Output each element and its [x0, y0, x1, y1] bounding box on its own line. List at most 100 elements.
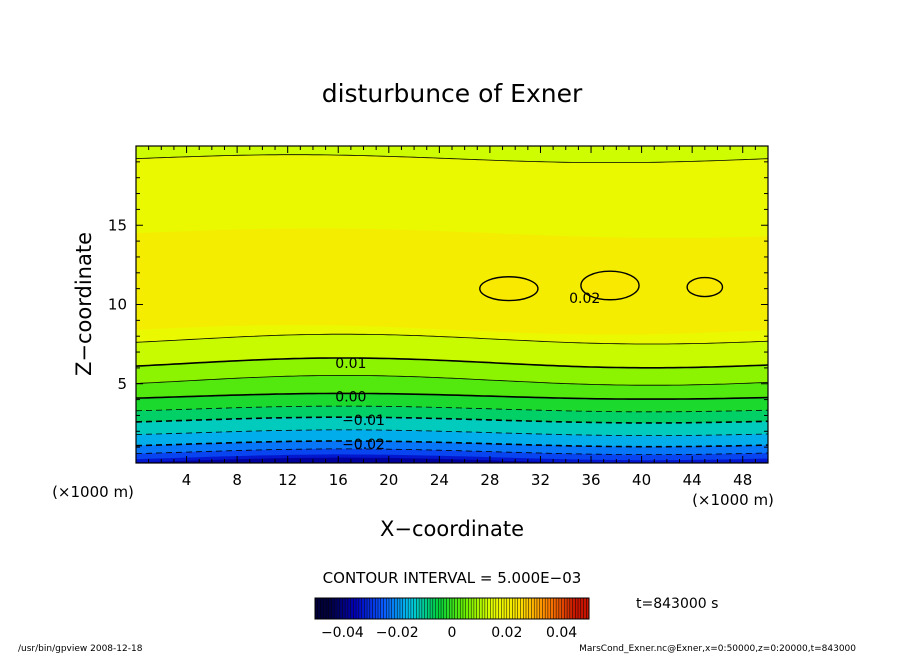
colorbar-swatch [583, 598, 587, 619]
contour-label-0: 0.02 [569, 291, 600, 307]
colorbar-swatch [504, 598, 507, 619]
colorbar-swatch [558, 598, 562, 619]
colorbar-swatch [468, 598, 472, 619]
colorbar-swatch [391, 598, 395, 619]
colorbar-swatch [471, 598, 474, 619]
colorbar-swatch [495, 598, 499, 619]
x-axis-ticks: 4 8 12 16 20 24 28 32 36 40 44 48 [148, 146, 756, 489]
colorbar-swatch [476, 598, 480, 619]
chart-title: disturbunce of Exner [322, 79, 583, 108]
colorbar-swatch [328, 598, 332, 619]
colorbar-swatch [479, 598, 483, 619]
colorbar-tick-label: −0.04 [321, 625, 364, 641]
x-tick-label: 8 [232, 471, 242, 489]
colorbar-swatch [364, 598, 368, 619]
colorbar-swatch [410, 598, 414, 619]
contour-line-0.015 [136, 333, 768, 345]
colorbar-swatch [443, 598, 447, 619]
colorbar-swatch [564, 598, 568, 619]
colorbar-tick-label: −0.02 [376, 625, 419, 641]
colorbar-ticks: −0.04 −0.02 0 0.02 0.04 [321, 625, 577, 641]
band-top [136, 146, 768, 163]
colorbar-swatch [424, 598, 428, 619]
x-tick-label: 40 [632, 471, 651, 489]
colorbar-swatch [580, 598, 584, 619]
colorbar-swatch [493, 598, 496, 619]
colorbar-swatch [375, 598, 379, 619]
colorbar-swatch [432, 598, 436, 619]
colorbar-swatch [325, 598, 329, 619]
x-tick-label: 24 [430, 471, 449, 489]
colorbar-swatch [528, 598, 532, 619]
contour-labels: 0.02 0.01 0.00 −0.01 −0.02 [335, 291, 600, 453]
colorbar-swatch [347, 598, 351, 619]
colorbar-swatch [567, 598, 570, 619]
colorbar-swatch [556, 598, 559, 619]
colorbar-swatches [314, 598, 589, 619]
colorbar-swatch [572, 598, 576, 619]
colorbar-swatch [435, 598, 439, 619]
y-axis-label: Z−coordinate [72, 232, 96, 376]
colorbar-swatch [399, 598, 403, 619]
colorbar-swatch [320, 598, 324, 619]
colorbar-swatch [380, 598, 384, 619]
contour-label-2: 0.00 [335, 389, 366, 405]
colorbar-swatch [575, 598, 579, 619]
colorbar-swatch [542, 598, 546, 619]
colorbar-swatch [408, 598, 411, 619]
colorbar-swatch [397, 598, 400, 619]
colorbar-swatch [358, 598, 362, 619]
colorbar-swatch [509, 598, 513, 619]
colorbar-swatch [454, 598, 458, 619]
colorbar-swatch [482, 598, 485, 619]
colorbar-swatch [487, 598, 491, 619]
colorbar-swatch [534, 598, 537, 619]
contour-line--0.005 [136, 405, 768, 413]
colorbar-tick-label: 0 [448, 625, 457, 641]
contour-label-3: −0.01 [342, 413, 385, 429]
colorbar-swatch [569, 598, 573, 619]
colorbar-swatch [517, 598, 521, 619]
colorbar-swatch [506, 598, 510, 619]
contour-lines [136, 154, 768, 455]
colorbar-swatch [402, 598, 406, 619]
colorbar-swatch [350, 598, 354, 619]
x-tick-label: 16 [329, 471, 348, 489]
x-tick-label: 48 [733, 471, 752, 489]
colorbar-swatch [388, 598, 392, 619]
colorbar-swatch [561, 598, 565, 619]
colorbar-swatch [372, 598, 376, 619]
contour-line--0.01 [136, 416, 768, 424]
colorbar-swatch [339, 598, 343, 619]
contour-line-top [136, 154, 768, 163]
colorbar-tick-label: 0.04 [546, 625, 577, 641]
colorbar: −0.04 −0.02 0 0.02 0.04 [314, 597, 590, 641]
colorbar-swatch [317, 598, 321, 619]
colorbar-swatch [419, 598, 422, 619]
colorbar-swatch [334, 598, 337, 619]
colorbar-swatch [416, 598, 420, 619]
colorbar-swatch [545, 598, 548, 619]
x-tick-label: 36 [581, 471, 600, 489]
x-axis-unit-left: (×1000 m) [52, 483, 134, 501]
colorbar-swatch [525, 598, 529, 619]
colorbar-swatch [452, 598, 455, 619]
colorbar-swatch [462, 598, 466, 619]
colorbar-swatch [586, 598, 589, 619]
colorbar-swatch [394, 598, 398, 619]
colorbar-swatch [465, 598, 469, 619]
colorbar-swatch [430, 598, 433, 619]
colorbar-swatch [331, 598, 335, 619]
contour-line-0.01 [136, 357, 768, 369]
colorbar-swatch [356, 598, 359, 619]
band-max [136, 228, 768, 335]
colorbar-frame [314, 597, 590, 620]
x-axis-label: X−coordinate [380, 517, 524, 541]
colorbar-swatch [531, 598, 535, 619]
colorbar-swatch [378, 598, 381, 619]
contour-label-4: −0.02 [342, 437, 385, 453]
contour-line--0.025 [136, 448, 768, 455]
colorbar-swatch [523, 598, 526, 619]
colorbar-swatch [446, 598, 450, 619]
colorbar-swatch [427, 598, 431, 619]
